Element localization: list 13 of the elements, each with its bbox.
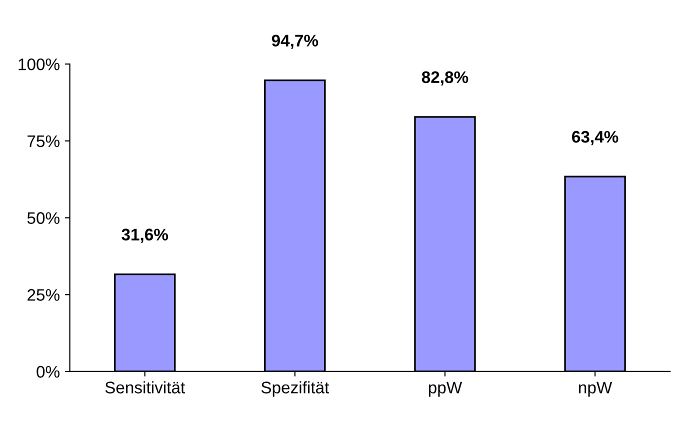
- y-tick-label: 100%: [18, 58, 60, 70]
- data-label: 31,6%: [122, 228, 168, 243]
- x-tick-label: Sensitivität: [105, 381, 186, 394]
- data-label: 82,8%: [422, 71, 468, 86]
- x-tick-label: Spezifität: [261, 381, 330, 397]
- data-label: 63,4%: [572, 130, 618, 146]
- y-tick-label: 75%: [28, 135, 60, 148]
- y-tick-label: 25%: [28, 289, 60, 301]
- x-tick-label: npW: [579, 382, 612, 397]
- y-tick-label: 0%: [36, 366, 60, 378]
- x-tick-label: ppW: [428, 382, 462, 397]
- y-tick-label: 50%: [27, 212, 60, 224]
- data-label: 94,7%: [272, 34, 318, 49]
